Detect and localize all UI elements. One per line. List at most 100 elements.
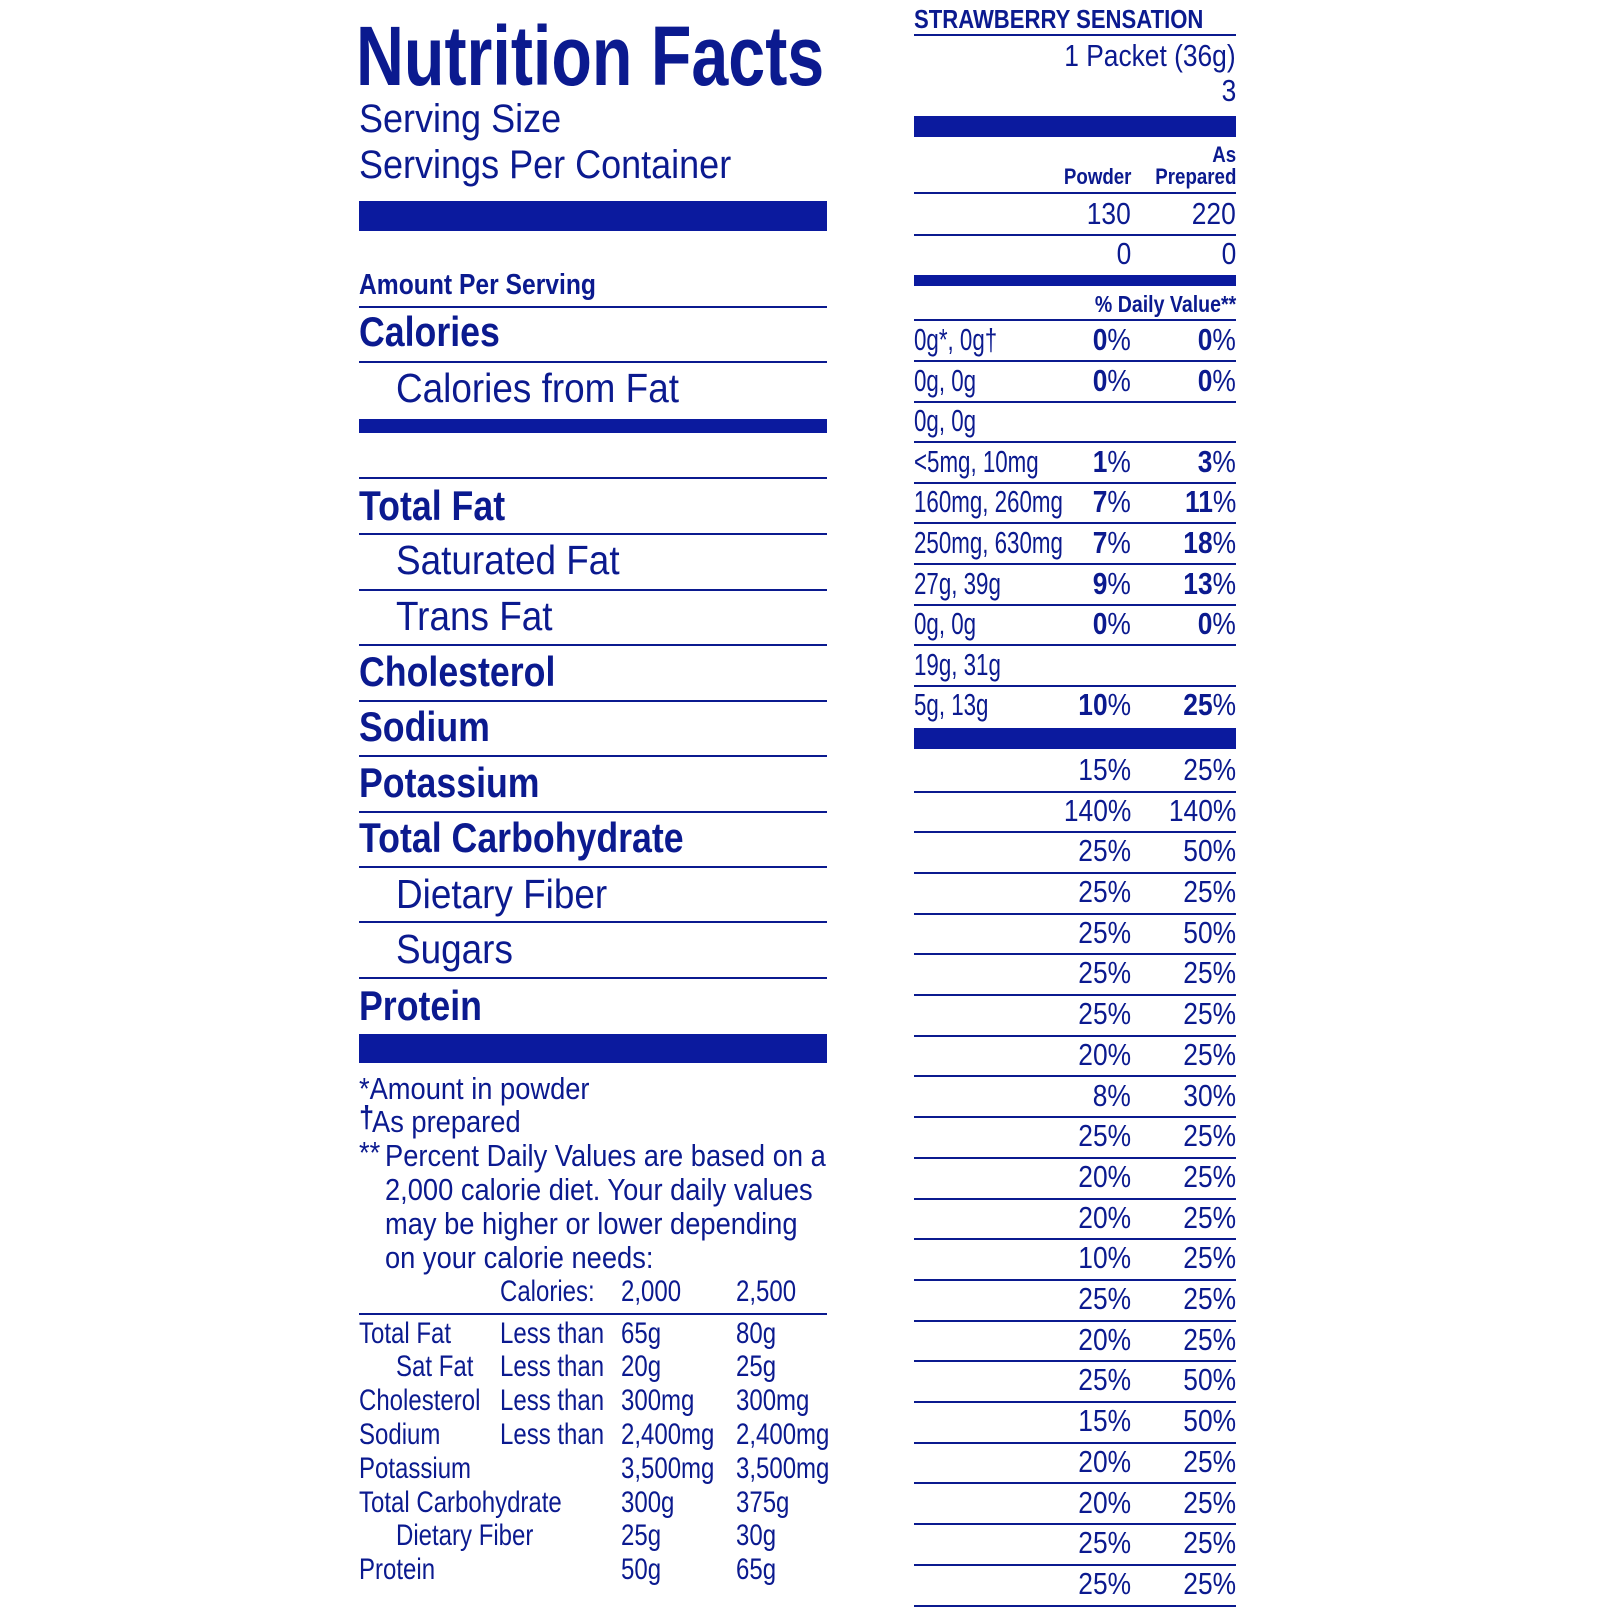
vitamin-prepared-value: 50% bbox=[1183, 833, 1236, 869]
dv-table-2000-value: 50g bbox=[621, 1553, 662, 1587]
serving-size-label: Serving Size bbox=[359, 97, 562, 141]
serving-size-value: 1 Packet (36g) bbox=[1064, 38, 1236, 73]
dv-prepared-value: 0% bbox=[1198, 608, 1236, 639]
percent-sign: % bbox=[1212, 484, 1236, 520]
vitamin-prepared-value: 50% bbox=[1183, 1362, 1236, 1398]
as-prepared-header-line2: Prepared bbox=[1154, 164, 1236, 189]
daily-value-header: % Daily Value** bbox=[1094, 291, 1236, 317]
dv-powder-value: 7% bbox=[1093, 527, 1131, 558]
dv-prepared-value: 0% bbox=[1198, 365, 1236, 396]
calories-powder-value: 0 bbox=[1116, 235, 1131, 271]
dv-powder-value: 0% bbox=[1093, 608, 1131, 639]
medium-divider bbox=[914, 275, 1236, 286]
nutrient-label: Total Carbohydrate bbox=[359, 813, 684, 861]
vitamin-powder-value: 25% bbox=[1078, 1118, 1131, 1154]
dv-table-nutrient: Protein bbox=[359, 1553, 436, 1587]
nutrient-amount: 0g, 0g bbox=[914, 403, 977, 439]
as-prepared-header-line1: As bbox=[1212, 142, 1236, 167]
dv-prepared-value: 3% bbox=[1198, 446, 1236, 477]
dv-number: 9 bbox=[1092, 565, 1108, 601]
dv-powder-value: 7% bbox=[1093, 486, 1131, 517]
divider bbox=[914, 1278, 1236, 1281]
percent-sign: % bbox=[1107, 687, 1131, 723]
nutrient-amount: 0g, 0g bbox=[914, 606, 977, 642]
divider bbox=[914, 1075, 1236, 1078]
percent-sign: % bbox=[1107, 484, 1131, 520]
vitamin-powder-value: 20% bbox=[1078, 1036, 1131, 1072]
dv-number: 3 bbox=[1197, 443, 1213, 479]
dv-number: 0 bbox=[1197, 321, 1213, 357]
dv-number: 0 bbox=[1092, 362, 1108, 398]
divider bbox=[914, 831, 1236, 834]
dv-number: 7 bbox=[1092, 484, 1108, 520]
divider bbox=[914, 1441, 1236, 1444]
dv-table-nutrient: Dietary Fiber bbox=[396, 1519, 534, 1553]
dv-table-header-label: Calories: bbox=[500, 1274, 595, 1308]
footnote-dv-line: 2,000 calorie diet. Your daily values bbox=[385, 1171, 813, 1207]
divider bbox=[359, 866, 827, 868]
dv-number: 0 bbox=[1092, 321, 1108, 357]
dv-table-2000-value: 20g bbox=[621, 1350, 662, 1384]
vitamin-powder-value: 10% bbox=[1078, 1240, 1131, 1276]
divider bbox=[914, 522, 1236, 525]
nutrient-amount: 5g, 13g bbox=[914, 687, 989, 723]
divider bbox=[359, 811, 827, 813]
vitamin-powder-value: 8% bbox=[1092, 1077, 1131, 1113]
nutrient-amount: 0g, 0g bbox=[914, 362, 977, 398]
vitamin-prepared-value: 25% bbox=[1183, 1281, 1236, 1317]
dv-table-2000-value: 25g bbox=[621, 1519, 662, 1553]
nutrient-label: Cholesterol bbox=[359, 647, 556, 695]
vitamin-powder-value: 15% bbox=[1078, 751, 1131, 787]
divider bbox=[914, 871, 1236, 874]
divider bbox=[359, 977, 827, 979]
nutrient-amount: 250mg, 630mg bbox=[914, 524, 1063, 560]
nutrient-amount: 27g, 39g bbox=[914, 565, 1001, 601]
divider bbox=[914, 1319, 1236, 1322]
percent-sign: % bbox=[1212, 362, 1236, 398]
dv-table-qualifier: Less than bbox=[500, 1384, 605, 1418]
vitamin-powder-value: 140% bbox=[1063, 792, 1131, 828]
divider bbox=[914, 319, 1236, 321]
footnote-powder: *Amount in powder bbox=[359, 1070, 590, 1106]
vitamin-powder-value: 20% bbox=[1078, 1484, 1131, 1520]
percent-sign: % bbox=[1212, 565, 1236, 601]
divider bbox=[359, 755, 827, 757]
vitamin-powder-value: 25% bbox=[1078, 874, 1131, 910]
divider bbox=[914, 1563, 1236, 1566]
percent-sign: % bbox=[1107, 565, 1131, 601]
nutrient-label: Dietary Fiber bbox=[396, 871, 608, 918]
percent-sign: % bbox=[1212, 606, 1236, 642]
calories-prepared-value: 0 bbox=[1221, 235, 1236, 271]
vitamin-prepared-value: 140% bbox=[1168, 792, 1236, 828]
dv-table-2500-value: 375g bbox=[736, 1485, 790, 1519]
dv-number: 10 bbox=[1078, 687, 1108, 723]
percent-sign: % bbox=[1107, 606, 1131, 642]
product-name: STRAWBERRY SENSATION bbox=[914, 4, 1204, 34]
divider bbox=[359, 589, 827, 591]
vitamin-prepared-value: 25% bbox=[1183, 1240, 1236, 1276]
vitamin-prepared-value: 50% bbox=[1183, 914, 1236, 950]
vitamin-prepared-value: 25% bbox=[1183, 955, 1236, 991]
dv-table-2500-value: 300mg bbox=[736, 1384, 810, 1418]
dv-powder-value: 0% bbox=[1093, 324, 1131, 355]
divider bbox=[359, 921, 827, 923]
dv-table-2500-value: 2,400mg bbox=[736, 1417, 830, 1451]
divider bbox=[914, 684, 1236, 687]
vitamin-prepared-value: 25% bbox=[1183, 1484, 1236, 1520]
thick-divider bbox=[359, 1034, 827, 1063]
divider bbox=[914, 192, 1236, 194]
vitamin-prepared-value: 50% bbox=[1183, 1403, 1236, 1439]
dv-number: 0 bbox=[1197, 606, 1213, 642]
dv-number: 18 bbox=[1183, 524, 1213, 560]
divider bbox=[914, 644, 1236, 647]
calories-prepared-value: 220 bbox=[1192, 195, 1236, 231]
divider bbox=[914, 953, 1236, 956]
vitamin-prepared-value: 30% bbox=[1183, 1077, 1236, 1113]
dv-table-2000-value: 300g bbox=[621, 1485, 675, 1519]
divider bbox=[914, 34, 1236, 36]
divider bbox=[914, 1238, 1236, 1241]
dv-powder-value: 9% bbox=[1093, 568, 1131, 599]
vitamin-powder-value: 15% bbox=[1078, 1403, 1131, 1439]
dv-prepared-value: 25% bbox=[1183, 689, 1236, 720]
vitamin-powder-value: 25% bbox=[1078, 1362, 1131, 1398]
